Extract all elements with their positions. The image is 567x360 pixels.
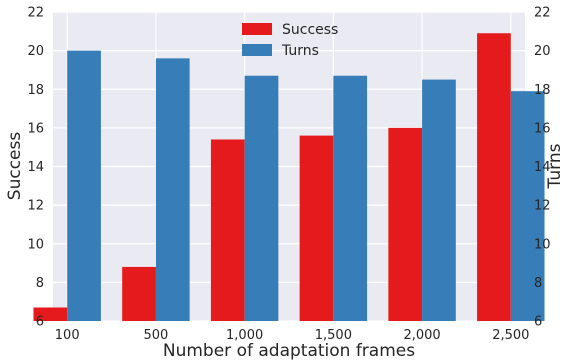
bar-turns-100 bbox=[67, 50, 101, 321]
right-y-tick-label: 18 bbox=[534, 83, 551, 98]
left-y-tick-label: 20 bbox=[27, 44, 44, 59]
bar-success-2500 bbox=[477, 33, 511, 322]
legend-swatch-turns bbox=[242, 44, 272, 56]
right-y-ticks: 6 8 10 12 14 16 18 20 22 bbox=[534, 6, 551, 330]
right-y-axis-label: Turns bbox=[545, 143, 565, 189]
bars bbox=[33, 33, 545, 322]
left-y-ticks: 6 8 10 12 14 16 18 20 22 bbox=[27, 6, 44, 330]
right-y-tick-label: 22 bbox=[534, 6, 551, 21]
bar-turns-1000 bbox=[244, 75, 279, 321]
right-y-tick-label: 14 bbox=[534, 160, 551, 175]
legend-swatch-success bbox=[242, 23, 272, 35]
bar-success-1000 bbox=[210, 139, 245, 321]
legend-label-success: Success bbox=[282, 22, 338, 38]
x-tick-label: 1,000 bbox=[226, 328, 263, 343]
left-y-tick-label: 8 bbox=[36, 276, 44, 291]
right-y-tick-label: 6 bbox=[534, 315, 542, 330]
bar-turns-2000 bbox=[422, 79, 456, 321]
left-y-tick-label: 18 bbox=[27, 83, 44, 98]
x-tick-label: 2,000 bbox=[403, 328, 440, 343]
legend: Success Turns bbox=[242, 22, 338, 59]
left-y-tick-label: 6 bbox=[36, 315, 44, 330]
x-tick-label: 500 bbox=[144, 328, 169, 343]
bar-turns-500 bbox=[155, 58, 190, 321]
right-y-tick-label: 12 bbox=[534, 199, 551, 214]
bar-success-100 bbox=[33, 307, 68, 321]
left-y-tick-label: 16 bbox=[27, 121, 44, 136]
left-y-axis-label: Success bbox=[5, 132, 25, 201]
x-tick-label: 1,500 bbox=[315, 328, 352, 343]
bar-turns-1500 bbox=[333, 75, 368, 321]
left-y-tick-label: 22 bbox=[27, 6, 44, 21]
x-tick-label: 100 bbox=[55, 328, 80, 343]
left-y-tick-label: 12 bbox=[27, 199, 44, 214]
bar-turns-2500 bbox=[510, 91, 545, 322]
x-axis-label: Number of adaptation frames bbox=[163, 341, 415, 360]
bar-success-500 bbox=[122, 266, 156, 321]
left-y-tick-label: 14 bbox=[27, 160, 44, 175]
left-y-tick-label: 10 bbox=[27, 237, 44, 252]
bar-success-2000 bbox=[388, 127, 423, 321]
right-y-tick-label: 20 bbox=[534, 44, 551, 59]
legend-label-turns: Turns bbox=[281, 43, 319, 59]
right-y-tick-label: 16 bbox=[534, 121, 551, 136]
x-tick-label: 2,500 bbox=[492, 328, 529, 343]
bar-success-1500 bbox=[299, 135, 334, 321]
x-ticks: 100 500 1,000 1,500 2,000 2,500 bbox=[55, 328, 530, 343]
right-y-tick-label: 10 bbox=[534, 237, 551, 252]
right-y-tick-label: 8 bbox=[534, 276, 542, 291]
